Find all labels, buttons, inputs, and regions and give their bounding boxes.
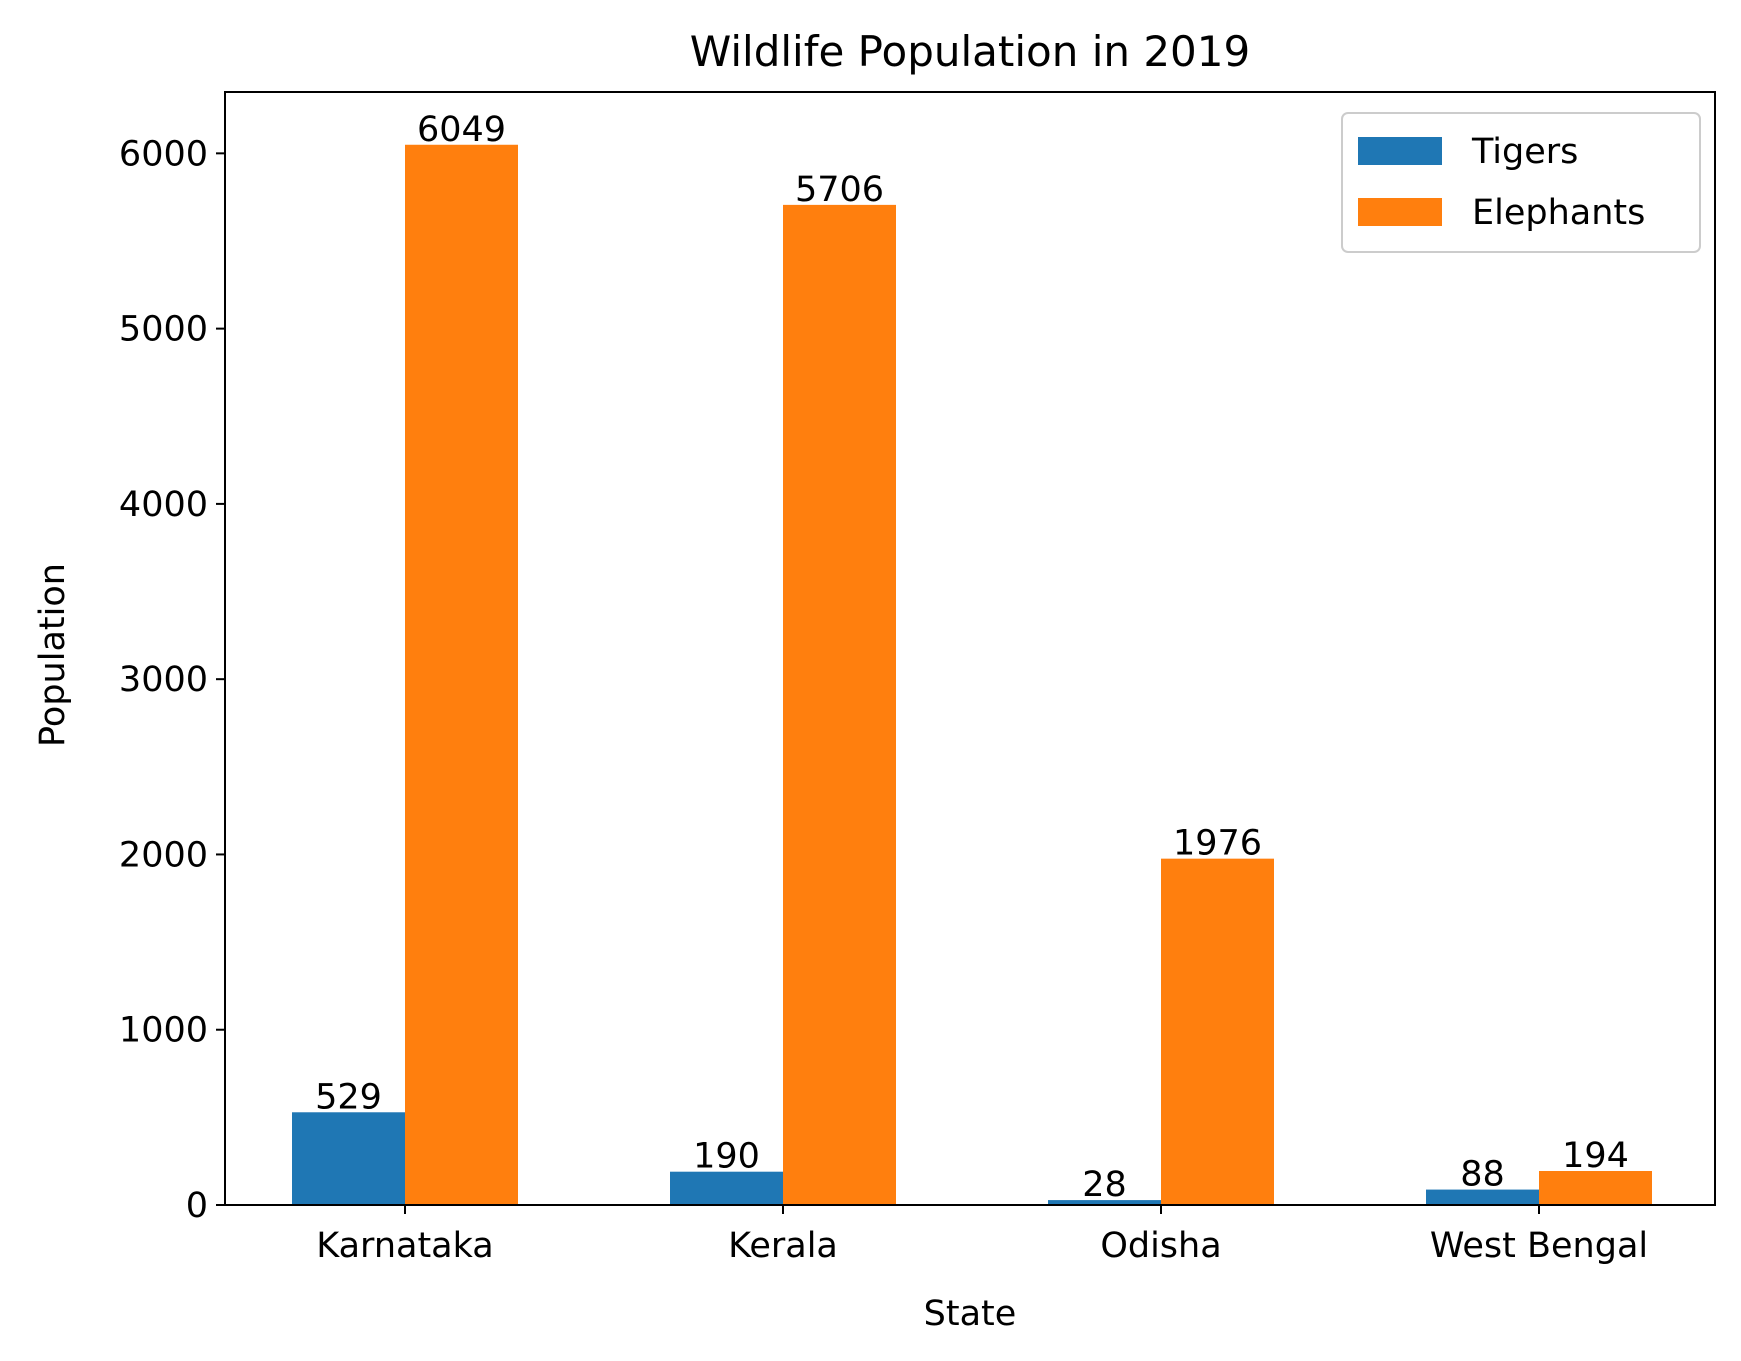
- y-tick-label: 1000: [119, 1011, 208, 1051]
- data-label: 190: [693, 1137, 760, 1177]
- bar: [783, 204, 896, 1205]
- bar: [1539, 1170, 1652, 1205]
- plot-frame: [224, 91, 1716, 1206]
- x-tick-label: Odisha: [1100, 1226, 1221, 1266]
- legend-label: Tigers: [1471, 132, 1578, 172]
- y-tick-label: 0: [186, 1186, 208, 1226]
- y-axis-label: Population: [33, 563, 73, 747]
- chart-title: Wildlife Population in 2019: [690, 27, 1250, 76]
- data-label: 88: [1460, 1155, 1505, 1195]
- x-tick-label: Kerala: [728, 1226, 838, 1266]
- x-tick-label: Karnataka: [316, 1226, 493, 1266]
- legend: Tigers Elephants: [1341, 112, 1701, 253]
- data-label: 1976: [1173, 824, 1262, 864]
- legend-swatch: [1358, 198, 1442, 226]
- data-label: 529: [315, 1077, 382, 1117]
- y-tick-label: 3000: [119, 660, 208, 700]
- bar: [670, 1171, 783, 1205]
- chart-marks: 0 1000 2000 3000 4000 5000 6000 529 6049 Karnatak…: [119, 110, 1652, 1266]
- bar: [1426, 1189, 1539, 1205]
- bar: [292, 1112, 405, 1205]
- bar: [1048, 1200, 1161, 1205]
- y-tick-label: 5000: [119, 310, 208, 350]
- legend-label: Elephants: [1472, 193, 1645, 233]
- data-label: 5706: [795, 170, 884, 210]
- data-label: 6049: [417, 110, 506, 150]
- y-tick-label: 2000: [119, 835, 208, 875]
- bar: [405, 144, 518, 1206]
- y-tick-label: 6000: [119, 134, 208, 174]
- bar: [1161, 858, 1274, 1205]
- x-axis-label: State: [924, 1294, 1017, 1334]
- x-tick-label: West Bengal: [1430, 1226, 1648, 1266]
- data-label: 28: [1082, 1165, 1127, 1205]
- legend-swatch: [1358, 137, 1442, 165]
- data-label: 194: [1562, 1136, 1629, 1176]
- y-tick-label: 4000: [119, 485, 208, 525]
